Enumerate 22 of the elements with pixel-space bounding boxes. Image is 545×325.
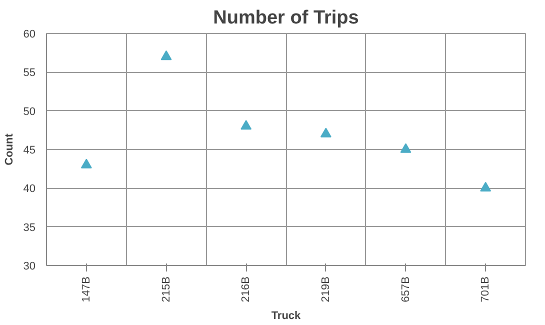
y-tick-label: 30 — [23, 260, 36, 272]
point — [80, 158, 92, 168]
x-tick-label: 701B — [480, 276, 492, 302]
point — [400, 143, 412, 153]
x-tick-label: 147B — [80, 276, 92, 302]
point — [160, 50, 172, 60]
point — [320, 128, 332, 138]
y-tick-label: 35 — [23, 222, 36, 234]
chart-title: Number of Trips — [213, 8, 359, 28]
x-axis-title: Truck — [271, 310, 302, 322]
y-tick-label: 45 — [23, 144, 36, 156]
point — [480, 182, 492, 192]
point — [240, 120, 252, 130]
y-axis-title: Count — [3, 133, 16, 166]
x-tick-label: 215B — [160, 276, 172, 302]
y-tick-label: 50 — [23, 106, 36, 118]
x-tick-label: 216B — [240, 276, 252, 302]
y-tick-label: 60 — [23, 28, 36, 40]
x-tick-label: 219B — [320, 276, 332, 302]
x-tick-label: 657B — [400, 276, 412, 302]
y-tick-label: 40 — [23, 183, 36, 196]
y-tick-label: 55 — [23, 67, 36, 80]
